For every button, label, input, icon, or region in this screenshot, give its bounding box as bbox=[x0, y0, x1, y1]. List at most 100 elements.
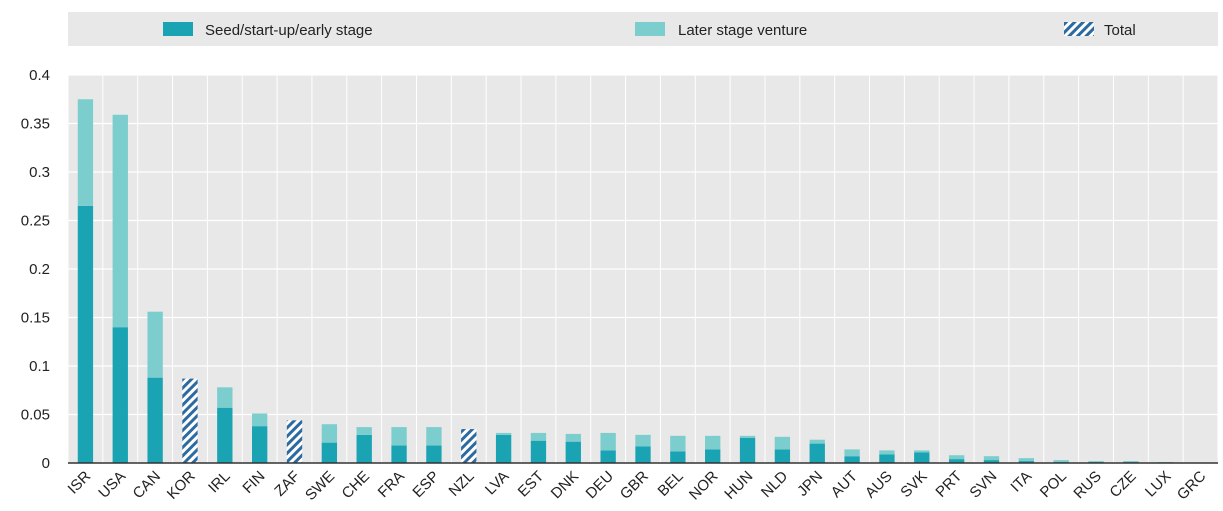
bar-seed-svk bbox=[914, 452, 930, 463]
x-tick-label-rus: RUS bbox=[1070, 468, 1104, 502]
bar-later-est bbox=[530, 432, 547, 441]
x-tick-label-ita: ITA bbox=[1007, 468, 1035, 496]
bar-seed-nld bbox=[774, 449, 791, 463]
bar-seed-isr bbox=[77, 205, 94, 463]
bar-later-aut bbox=[844, 449, 860, 457]
bar-total-zaf bbox=[286, 420, 303, 463]
bar-seed-hun bbox=[739, 437, 756, 463]
x-tick-label-esp: ESP bbox=[409, 468, 442, 501]
bar-seed-est bbox=[530, 440, 547, 463]
y-tick-label: 0.35 bbox=[21, 116, 50, 133]
x-tick-label-swe: SWE bbox=[302, 468, 338, 504]
legend: Seed/start-up/early stage Later stage ve… bbox=[68, 12, 1218, 46]
x-tick-label-grc: GRC bbox=[1174, 468, 1210, 504]
legend-swatch-seed bbox=[163, 22, 193, 36]
x-tick-label-nld: NLD bbox=[758, 468, 791, 501]
x-tick-label-isr: ISR bbox=[65, 468, 95, 498]
gridlines bbox=[67, 74, 1219, 463]
x-tick-label-dnk: DNK bbox=[548, 468, 582, 502]
bar-later-irl bbox=[217, 387, 233, 408]
bar-later-jpn bbox=[809, 439, 825, 444]
legend-label-total: Total bbox=[1104, 22, 1136, 39]
x-tick-label-irl: IRL bbox=[205, 468, 234, 497]
x-tick-label-hun: HUN bbox=[721, 468, 756, 503]
bar-later-svk bbox=[914, 450, 930, 453]
bar-seed-gbr bbox=[635, 446, 651, 463]
x-tick-label-can: CAN bbox=[130, 468, 164, 502]
bar-total-nzl bbox=[461, 429, 477, 463]
x-tick-label-prt: PRT bbox=[932, 468, 965, 501]
bar-later-esp bbox=[426, 427, 442, 446]
bar-later-nor bbox=[705, 435, 721, 450]
legend-swatch-later bbox=[635, 22, 665, 36]
bar-later-bel bbox=[670, 435, 686, 452]
bar-seed-jpn bbox=[809, 443, 825, 463]
x-tick-label-lva: LVA bbox=[482, 468, 513, 499]
bar-later-lva bbox=[495, 432, 512, 435]
y-tick-label: 0.2 bbox=[29, 261, 50, 278]
x-tick-label-usa: USA bbox=[95, 468, 129, 502]
y-tick-label: 0.1 bbox=[29, 358, 50, 375]
x-tick-label-kor: KOR bbox=[164, 468, 199, 503]
bar-seed-fra bbox=[391, 445, 407, 463]
y-tick-label: 0.05 bbox=[21, 407, 50, 424]
x-tick-label-nzl: NZL bbox=[446, 468, 478, 500]
bar-seed-bel bbox=[670, 451, 686, 463]
x-tick-label-fin: FIN bbox=[239, 468, 268, 497]
bar-seed-usa bbox=[112, 327, 128, 463]
bar-later-che bbox=[356, 427, 372, 435]
bar-seed-che bbox=[356, 434, 372, 463]
y-tick-label: 0.4 bbox=[29, 67, 50, 84]
y-tick-label: 0.15 bbox=[21, 310, 50, 327]
bar-later-isr bbox=[77, 99, 94, 206]
bar-seed-deu bbox=[600, 450, 616, 463]
x-tick-label-deu: DEU bbox=[583, 468, 617, 502]
bar-later-rus bbox=[1088, 461, 1104, 463]
bar-later-cze bbox=[1123, 461, 1139, 463]
y-tick-label: 0 bbox=[42, 455, 50, 472]
bar-seed-fin bbox=[252, 426, 268, 463]
x-tick-label-gbr: GBR bbox=[617, 468, 652, 503]
bar-later-can bbox=[147, 311, 163, 378]
legend-label-later: Later stage venture bbox=[678, 22, 807, 39]
bar-later-pol bbox=[1053, 460, 1069, 463]
legend-label-seed: Seed/start-up/early stage bbox=[205, 22, 373, 39]
bar-seed-nor bbox=[705, 449, 721, 463]
x-tick-label-lux: LUX bbox=[1142, 468, 1175, 501]
bar-seed-dnk bbox=[565, 441, 581, 463]
bar-later-aus bbox=[879, 450, 895, 455]
x-tick-label-che: CHE bbox=[339, 468, 373, 502]
bar-seed-esp bbox=[426, 445, 442, 463]
bar-later-fin bbox=[252, 413, 268, 427]
bar-seed-ita bbox=[1018, 461, 1034, 463]
x-tick-label-nor: NOR bbox=[686, 468, 722, 504]
bar-later-svn bbox=[983, 456, 1000, 461]
legend-swatch-total bbox=[1064, 22, 1094, 36]
bar-seed-aus bbox=[879, 454, 895, 463]
x-tick-label-jpn: JPN bbox=[794, 468, 826, 500]
bar-later-usa bbox=[112, 114, 128, 328]
bar-later-prt bbox=[948, 455, 965, 460]
bars bbox=[77, 99, 1174, 463]
x-tick-label-bel: BEL bbox=[655, 468, 687, 500]
bar-seed-prt bbox=[948, 459, 965, 463]
y-tick-label: 0.25 bbox=[21, 213, 50, 230]
x-tick-label-aut: AUT bbox=[828, 468, 861, 501]
bar-later-hun bbox=[739, 435, 756, 438]
bar-seed-can bbox=[147, 377, 163, 463]
bar-total-kor bbox=[182, 378, 198, 463]
x-tick-label-fra: FRA bbox=[375, 468, 408, 501]
bar-seed-swe bbox=[321, 442, 338, 463]
bar-later-ita bbox=[1018, 458, 1034, 462]
bar-later-gbr bbox=[635, 434, 651, 447]
bar-later-deu bbox=[600, 432, 616, 451]
x-tick-label-zaf: ZAF bbox=[271, 468, 303, 500]
x-tick-label-est: EST bbox=[515, 468, 548, 501]
bar-later-swe bbox=[321, 424, 338, 443]
bar-seed-irl bbox=[217, 407, 233, 463]
bar-later-nld bbox=[774, 436, 791, 450]
bar-seed-lva bbox=[495, 434, 512, 463]
bar-seed-svn bbox=[983, 460, 1000, 463]
x-tick-label-svk: SVK bbox=[897, 468, 930, 501]
